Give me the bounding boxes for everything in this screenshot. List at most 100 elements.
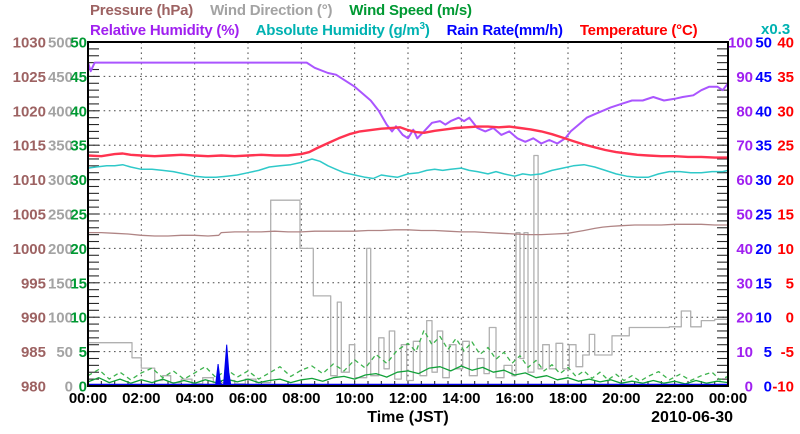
y-tick-label-temperature: -10 bbox=[772, 379, 794, 396]
y-tick-label-wind-speed: 45 bbox=[70, 69, 87, 86]
y-tick-label-relative-humidity: 60 bbox=[736, 172, 753, 189]
y-tick-label-relative-humidity: 10 bbox=[736, 344, 753, 361]
y-tick-label-rain-rate: 45 bbox=[755, 69, 772, 86]
series-pressure-line bbox=[88, 223, 728, 237]
y-tick-label-relative-humidity: 100 bbox=[728, 35, 753, 52]
y-tick-label-wind-speed: 30 bbox=[70, 172, 87, 189]
y-tick-label-wind-speed: 40 bbox=[70, 103, 87, 120]
x-tick-label: 18:00 bbox=[549, 390, 587, 407]
y-tick-label-relative-humidity: 90 bbox=[736, 69, 753, 86]
y-tick-label-wind-speed: 50 bbox=[70, 35, 87, 52]
y-tick-label-rain-rate: 20 bbox=[755, 241, 772, 258]
series-temperature-line bbox=[87, 125, 728, 159]
y-tick-label-pressure: 990 bbox=[21, 310, 46, 327]
y-tick-label-rain-rate: 40 bbox=[755, 103, 772, 120]
y-tick-label-relative-humidity: 20 bbox=[736, 310, 753, 327]
legend-row-2: Relative Humidity (%) Absolute Humidity … bbox=[90, 21, 710, 39]
x-tick-label: 12:00 bbox=[389, 390, 427, 407]
legend-rain-rate: Rain Rate(mm/h) bbox=[446, 22, 563, 39]
y-tick-label-temperature: 15 bbox=[777, 207, 794, 224]
y-tick-label-pressure: 1000 bbox=[13, 241, 46, 258]
y-tick-label-wind-speed: 25 bbox=[70, 207, 87, 224]
date-label: 2010-06-30 bbox=[651, 409, 733, 426]
x-tick-label: 00:00 bbox=[69, 390, 107, 407]
y-tick-label-rain-rate: 5 bbox=[764, 344, 772, 361]
y-tick-label-wind-direction: 300 bbox=[48, 172, 73, 189]
series-wind_speed_gust-line bbox=[87, 329, 729, 382]
series-relative_humidity-line bbox=[87, 61, 729, 145]
y-tick-label-rain-rate: 15 bbox=[755, 275, 772, 292]
series-wind_speed-line bbox=[87, 365, 729, 385]
y-tick-label-wind-speed: 15 bbox=[70, 275, 87, 292]
y-tick-label-wind-direction: 200 bbox=[48, 241, 73, 258]
y-tick-label-temperature: 10 bbox=[777, 241, 794, 258]
legend-absolute-humidity-text: Absolute Humidity (g/m bbox=[255, 22, 420, 39]
y-tick-label-wind-speed: 0 bbox=[79, 379, 87, 396]
x-tick-label: 16:00 bbox=[495, 390, 533, 407]
plot-frame bbox=[87, 41, 729, 387]
y-tick-label-wind-direction: 500 bbox=[48, 35, 73, 52]
y-tick-label-relative-humidity: 50 bbox=[736, 207, 753, 224]
y-tick-label-wind-speed: 5 bbox=[79, 344, 87, 361]
legend-temperature: Temperature (°C) bbox=[579, 22, 698, 39]
y-tick-label-temperature: 30 bbox=[777, 103, 794, 120]
x-tick-label: 02:00 bbox=[122, 390, 160, 407]
y-tick-label-relative-humidity: 80 bbox=[736, 103, 753, 120]
x-tick-label: 00:00 bbox=[709, 390, 747, 407]
legend-absolute-humidity-close: ) bbox=[424, 22, 430, 39]
y-tick-label-wind-speed: 20 bbox=[70, 241, 87, 258]
y-tick-label-temperature: 20 bbox=[777, 172, 794, 189]
y-tick-label-relative-humidity: 40 bbox=[736, 241, 753, 258]
y-tick-label-temperature: 40 bbox=[777, 35, 794, 52]
legend-wind-direction: Wind Direction (°) bbox=[210, 2, 333, 19]
y-tick-label-pressure: 1015 bbox=[13, 138, 46, 155]
y-tick-label-wind-direction: 250 bbox=[48, 207, 73, 224]
y-tick-label-wind-direction: 400 bbox=[48, 103, 73, 120]
y-tick-label-pressure: 1010 bbox=[13, 172, 46, 189]
y-tick-label-relative-humidity: 30 bbox=[736, 275, 753, 292]
x-tick-label: 22:00 bbox=[655, 390, 693, 407]
y-tick-label-temperature: 25 bbox=[777, 138, 794, 155]
y-tick-label-pressure: 1020 bbox=[13, 103, 46, 120]
y-tick-label-wind-direction: 450 bbox=[48, 69, 73, 86]
y-tick-label-rain-rate: 30 bbox=[755, 172, 772, 189]
legend-absolute-humidity: Absolute Humidity (g/m3) bbox=[255, 21, 430, 39]
x-tick-label: 14:00 bbox=[442, 390, 480, 407]
y-tick-label-rain-rate: 50 bbox=[755, 35, 772, 52]
y-tick-label-wind-speed: 10 bbox=[70, 310, 87, 327]
x-axis-title: Time (JST) bbox=[367, 409, 449, 426]
legend-pressure: Pressure (hPa) bbox=[90, 2, 194, 19]
legend-row-1: Pressure (hPa) Wind Direction (°) Wind S… bbox=[90, 2, 485, 19]
x-tick-label: 04:00 bbox=[175, 390, 213, 407]
legend-absolute-humidity-sup: 3 bbox=[419, 21, 426, 32]
y-tick-label-temperature: 5 bbox=[786, 275, 794, 292]
x-tick-label: 06:00 bbox=[229, 390, 267, 407]
x-tick-label: 10:00 bbox=[335, 390, 373, 407]
y-tick-label-pressure: 1005 bbox=[13, 207, 46, 224]
y-tick-label-wind-direction: 0 bbox=[65, 379, 73, 396]
y-tick-label-rain-rate: 0 bbox=[764, 379, 772, 396]
y-tick-label-wind-speed: 35 bbox=[70, 138, 87, 155]
y-tick-label-temperature: 0 bbox=[786, 310, 794, 327]
y-tick-label-rain-rate: 25 bbox=[755, 207, 772, 224]
y-tick-label-pressure: 980 bbox=[21, 379, 46, 396]
x-tick-label: 08:00 bbox=[282, 390, 320, 407]
y-tick-label-temperature: 35 bbox=[777, 69, 794, 86]
y-tick-label-wind-direction: 350 bbox=[48, 138, 73, 155]
legend-relative-humidity: Relative Humidity (%) bbox=[90, 22, 240, 39]
x-tick-label: 20:00 bbox=[602, 390, 640, 407]
y-tick-label-rain-rate: 35 bbox=[755, 138, 772, 155]
y-tick-label-relative-humidity: 70 bbox=[736, 138, 753, 155]
scale-note-x03: x0.3 bbox=[761, 21, 791, 38]
y-tick-label-wind-direction: 100 bbox=[48, 310, 73, 327]
series-absolute_humidity-line bbox=[87, 158, 729, 180]
y-tick-label-temperature: -5 bbox=[781, 344, 794, 361]
legend-wind-speed: Wind Speed (m/s) bbox=[349, 2, 472, 19]
y-tick-label-relative-humidity: 0 bbox=[745, 379, 753, 396]
y-tick-label-pressure: 1025 bbox=[13, 69, 46, 86]
y-tick-label-pressure: 995 bbox=[21, 275, 46, 292]
y-tick-label-pressure: 1030 bbox=[13, 35, 46, 52]
y-tick-label-pressure: 985 bbox=[21, 344, 46, 361]
y-tick-label-rain-rate: 10 bbox=[755, 310, 772, 327]
